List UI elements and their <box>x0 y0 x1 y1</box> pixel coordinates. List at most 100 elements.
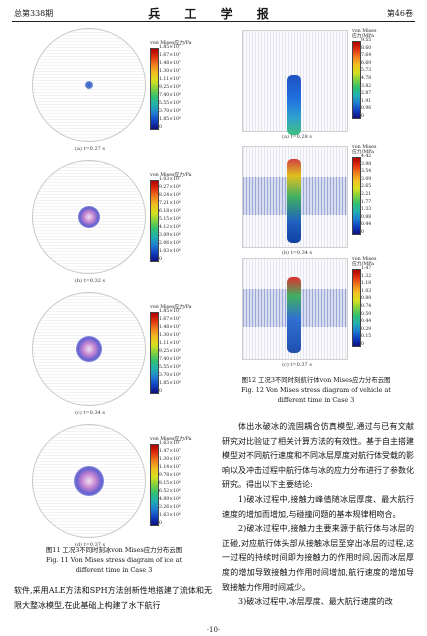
colorbar-tick-label: 1.03 <box>361 288 372 294</box>
colorbar-tick-label: 4.12×10⁶ <box>159 225 181 230</box>
colorbar-title: von Mises应力/Pa <box>150 41 192 46</box>
colorbar-tick-label: 3.09 <box>361 176 372 182</box>
body-paragraph: 体出水破冰的流固耦合仿真模型,通过与已有文献研究对比验证了相关计算方法的有效性。… <box>222 422 414 490</box>
colorbar-tick-label: 1.03×10⁶ <box>159 249 181 254</box>
colorbar-tick-label: 1.91 <box>361 98 372 104</box>
colorbar-tick-label: 2.87 <box>361 91 372 97</box>
colorbar <box>150 180 159 262</box>
colorbar-tick-label: 9.55 <box>361 38 372 43</box>
colorbar <box>352 157 361 235</box>
stress-concentration <box>85 81 93 89</box>
colorbar-tick-label: 1.11×10⁷ <box>159 77 181 82</box>
colorbar-tick-label: 0.74 <box>361 304 372 309</box>
colorbar-tick-label: 6.52×10⁶ <box>159 489 181 494</box>
colorbar-tick-label: 1.63×10⁷ <box>159 441 181 446</box>
colorbar-tick-label: 2.65 <box>361 184 372 190</box>
colorbar <box>150 312 159 394</box>
colorbar-title: von Mises 应力/MPa <box>352 257 377 267</box>
ice-stress-plot <box>32 28 146 142</box>
colorbar-tick-label: 5.55×10⁶ <box>159 365 181 370</box>
colorbar-tick-label: 5.55×10⁶ <box>159 101 181 106</box>
colorbar-tick-label: 4.89×10⁶ <box>159 497 181 502</box>
colorbar-tick-label: 0 <box>159 389 162 394</box>
colorbar-tick-label: 0.29 <box>361 326 372 332</box>
left-body-text: 软件,采用ALE方法和SPH方法创新性地搭建了流体和无限大整冰模型,在此基础上构… <box>14 584 212 613</box>
colorbar-tick-label: 3.54 <box>361 169 372 175</box>
colorbar-tick-label: 1.67×10⁷ <box>159 317 181 322</box>
colorbar-tick-label: 7.40×10⁶ <box>159 93 181 98</box>
vehicle-body <box>287 277 301 353</box>
subfigure-caption: (d) t=0.37 s <box>74 542 106 548</box>
figure-11-caption-cn: 图11 工况3不同时刻冰von Mises应力分布云图 <box>45 546 183 554</box>
colorbar-tick-label: 6.18×10⁶ <box>159 209 181 214</box>
colorbar-tick-label: 2.21 <box>361 192 372 197</box>
colorbar-tick-label: 1.85×10⁷ <box>159 309 181 314</box>
ice-stress-plot <box>32 292 146 406</box>
journal-title: 兵 工 学 报 <box>148 7 279 21</box>
vehicle-stress-plot <box>242 258 348 360</box>
colorbar-tick-label: 1.85×10⁶ <box>159 117 181 122</box>
colorbar <box>352 269 361 347</box>
colorbar-tick-label: 1.63×10⁶ <box>159 513 181 518</box>
colorbar-tick-label: 8.60 <box>361 45 372 51</box>
colorbar-tick-label: 0.44 <box>361 319 372 325</box>
figure-12-caption: 图12 工况3不同时刻航行体von Mises应力分布云图 Fig. 12 Vo… <box>218 375 414 405</box>
stress-concentration <box>74 466 104 496</box>
vehicle-body <box>287 159 301 243</box>
colorbar-tick-label: 4.78 <box>361 76 372 81</box>
colorbar-tick-label: 9.78×10⁶ <box>159 473 181 478</box>
conclusion-1: 1)破冰过程中,接触力峰值随冰层厚度、最大航行速度的增加而增加,与碰撞问题的基本… <box>222 494 414 519</box>
subfigure-caption: (c) t=0.37 s <box>282 362 312 368</box>
colorbar <box>150 444 159 526</box>
colorbar-tick-label: 0.44 <box>361 222 372 228</box>
colorbar-tick-label: 0.15 <box>361 334 372 340</box>
colorbar-tick-label: 8.15×10⁶ <box>159 481 181 486</box>
colorbar <box>150 48 159 130</box>
colorbar-tick-label: 0 <box>361 114 364 119</box>
subfigure-caption: (b) t=0.34 s <box>281 250 313 256</box>
colorbar-tick-label: 8.24×10⁶ <box>159 193 181 198</box>
colorbar-tick-label: 7.40×10⁶ <box>159 357 181 362</box>
colorbar-tick-label: 3.70×10⁶ <box>159 109 181 114</box>
colorbar-tick-label: 1.67×10⁷ <box>159 53 181 58</box>
figure-11-caption-en: Fig. 11 Von Mises stress diagram of ice … <box>45 556 183 564</box>
colorbar-tick-label: 1.32 <box>361 273 372 279</box>
colorbar-tick-label: 9.27×10⁶ <box>159 185 181 190</box>
colorbar-tick-label: 1.30×10⁷ <box>159 69 181 74</box>
colorbar-tick-label: 1.30×10⁷ <box>159 457 181 462</box>
header-rule <box>12 21 415 22</box>
colorbar-tick-label: 1.30×10⁷ <box>159 333 181 338</box>
ice-stress-plot <box>32 424 146 538</box>
colorbar-tick-label: 0.59 <box>361 311 372 317</box>
colorbar-tick-label: 4.42 <box>361 154 372 159</box>
figure-11-caption-en-2: different time in Case 3 <box>75 566 153 574</box>
figure-12-caption-cn: 图12 工况3不同时刻航行体von Mises应力分布云图 <box>241 376 391 384</box>
ice-stress-plot <box>32 160 146 274</box>
colorbar-tick-label: 1.77 <box>361 199 372 205</box>
colorbar-tick-label: 3.26×10⁶ <box>159 505 181 510</box>
colorbar-tick-label: 7.64 <box>361 53 372 59</box>
colorbar-title: von Mises 应力/MPa <box>352 29 377 39</box>
colorbar-tick-label: 1.47 <box>361 266 372 271</box>
figure-11-caption: 图11 工况3不同时刻冰von Mises应力分布云图 Fig. 11 Von … <box>14 545 214 575</box>
colorbar-title: von Mises应力/Pa <box>150 437 192 442</box>
stress-concentration <box>78 206 100 228</box>
colorbar <box>352 41 361 119</box>
body-paragraph: 软件,采用ALE方法和SPH方法创新性地搭建了流体和无限大整冰模型,在此基础上构… <box>14 586 212 610</box>
colorbar-tick-label: 0.88 <box>361 296 372 302</box>
conclusion-3: 3)破冰过程中,冰层厚度、最大航行速度的改 <box>238 597 393 607</box>
colorbar-tick-label: 0 <box>159 521 162 526</box>
subfigure-caption: (a) t=0.27 s <box>75 146 105 152</box>
colorbar-tick-label: 0 <box>159 125 162 130</box>
colorbar-tick-label: 9.25×10⁶ <box>159 85 181 90</box>
colorbar-tick-label: 0 <box>159 257 162 262</box>
subfigure-caption: (b) t=0.32 s <box>74 278 106 284</box>
figure-12-caption-en-2: different time in Case 3 <box>277 396 355 404</box>
colorbar-title: von Mises应力/Pa <box>150 173 192 178</box>
colorbar-tick-label: 3.98 <box>361 161 372 167</box>
colorbar-tick-label: 1.18 <box>361 281 372 287</box>
colorbar-tick-label: 2.06×10⁶ <box>159 241 181 246</box>
colorbar-tick-label: 1.85×10⁶ <box>159 381 181 386</box>
colorbar-tick-label: 0 <box>361 230 364 235</box>
